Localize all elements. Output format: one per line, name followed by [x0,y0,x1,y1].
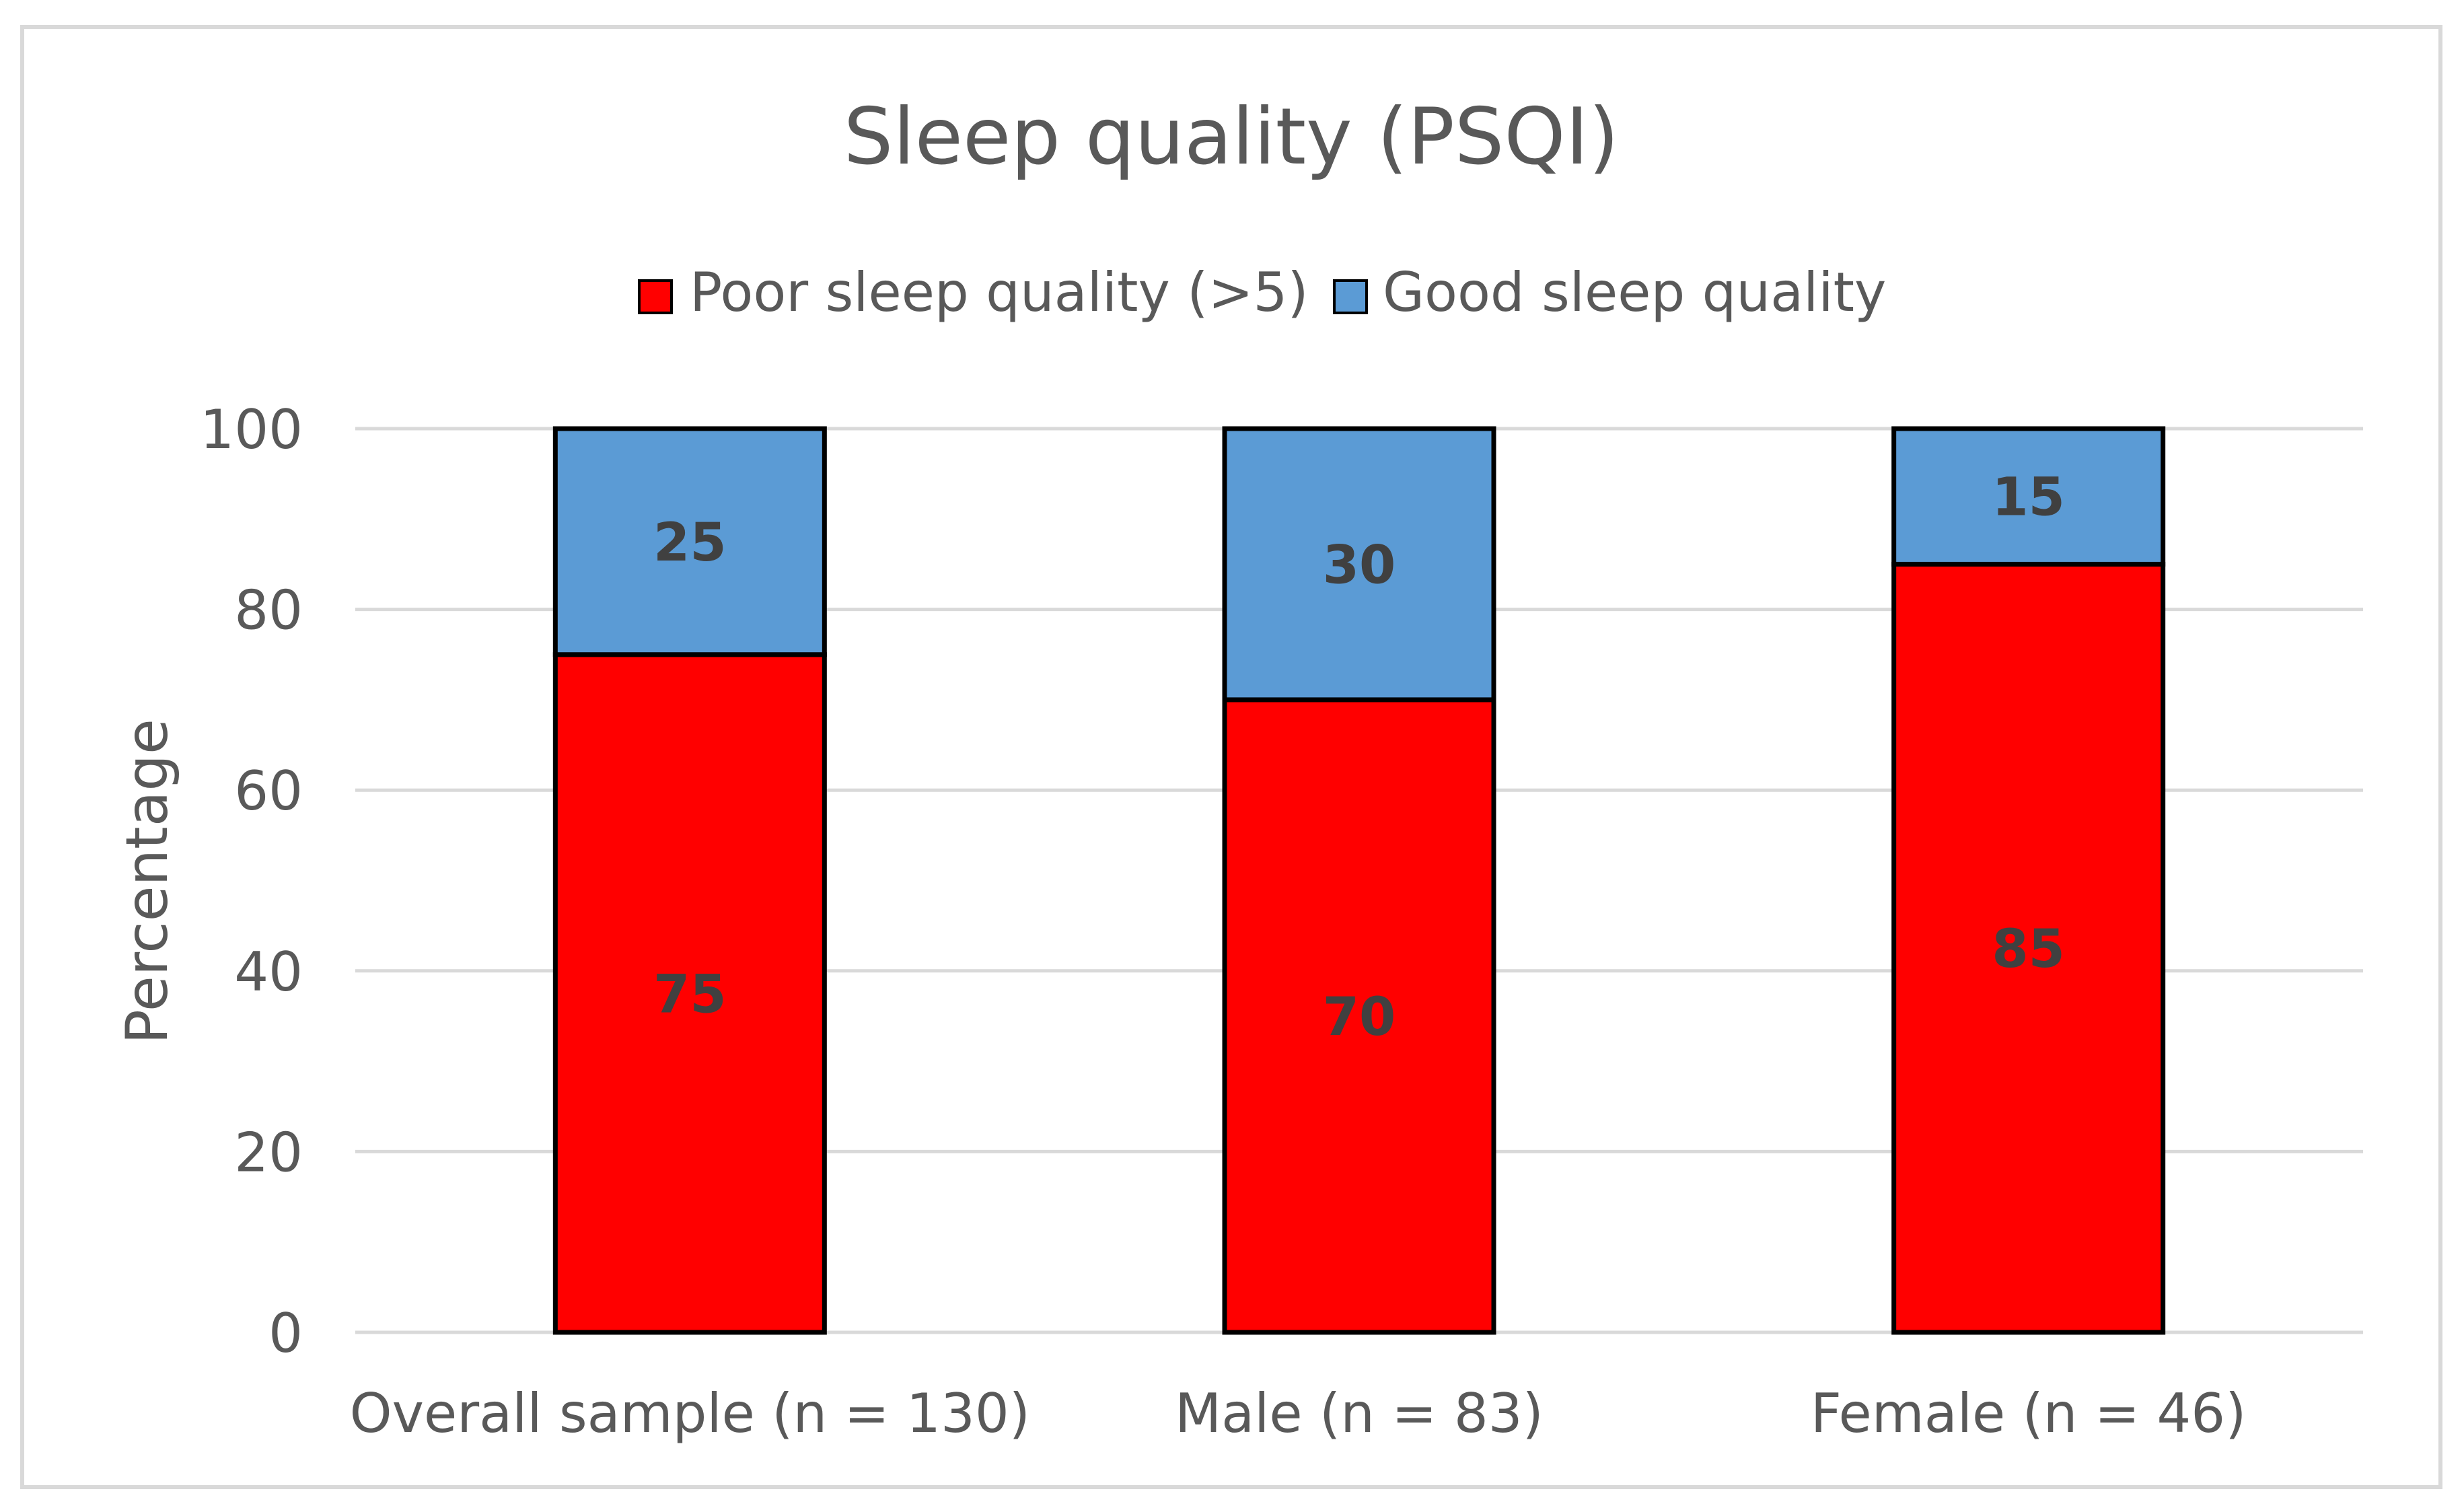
y-axis-ticks: 0 20 40 60 80 100 [200,398,303,1365]
bar-good-2 [1891,426,2166,567]
data-label: 70 [1323,987,1396,1048]
bar-good-0 [552,426,827,657]
data-label: 15 [1992,468,2065,528]
data-label: 25 [653,513,727,573]
legend: Poor sleep quality (>5) Good sleep quali… [638,261,1886,324]
bar-poor-2 [1891,561,2166,1335]
legend-swatch-poor [638,279,673,314]
chart-title: Sleep quality (PSQI) [844,92,1619,182]
x-tick-label: Overall sample (n = 130) [350,1382,1030,1445]
y-tick-label: 80 [234,579,303,642]
legend-swatch-good [1333,279,1368,314]
y-axis-title: Percentage [114,719,181,1044]
bars [552,426,2166,1335]
bar-poor-0 [552,652,827,1335]
legend-label-poor: Poor sleep quality (>5) [690,261,1309,324]
legend-label-good: Good sleep quality [1383,261,1886,324]
data-label: 30 [1323,535,1396,596]
x-tick-label: Male (n = 83) [1175,1382,1544,1445]
y-tick-label: 40 [234,941,303,1003]
y-tick-label: 100 [200,398,303,461]
x-axis-ticks: Overall sample (n = 130) Male (n = 83) Fem… [350,1382,2247,1445]
data-label: 85 [1992,919,2065,980]
data-label: 75 [653,964,727,1025]
data-labels: 75 25 70 30 85 15 [653,468,2065,1048]
y-tick-label: 20 [234,1121,303,1184]
x-tick-label: Female (n = 46) [1811,1382,2247,1445]
y-tick-label: 60 [234,760,303,822]
bar-good-1 [1222,426,1496,703]
y-tick-label: 0 [268,1302,303,1365]
